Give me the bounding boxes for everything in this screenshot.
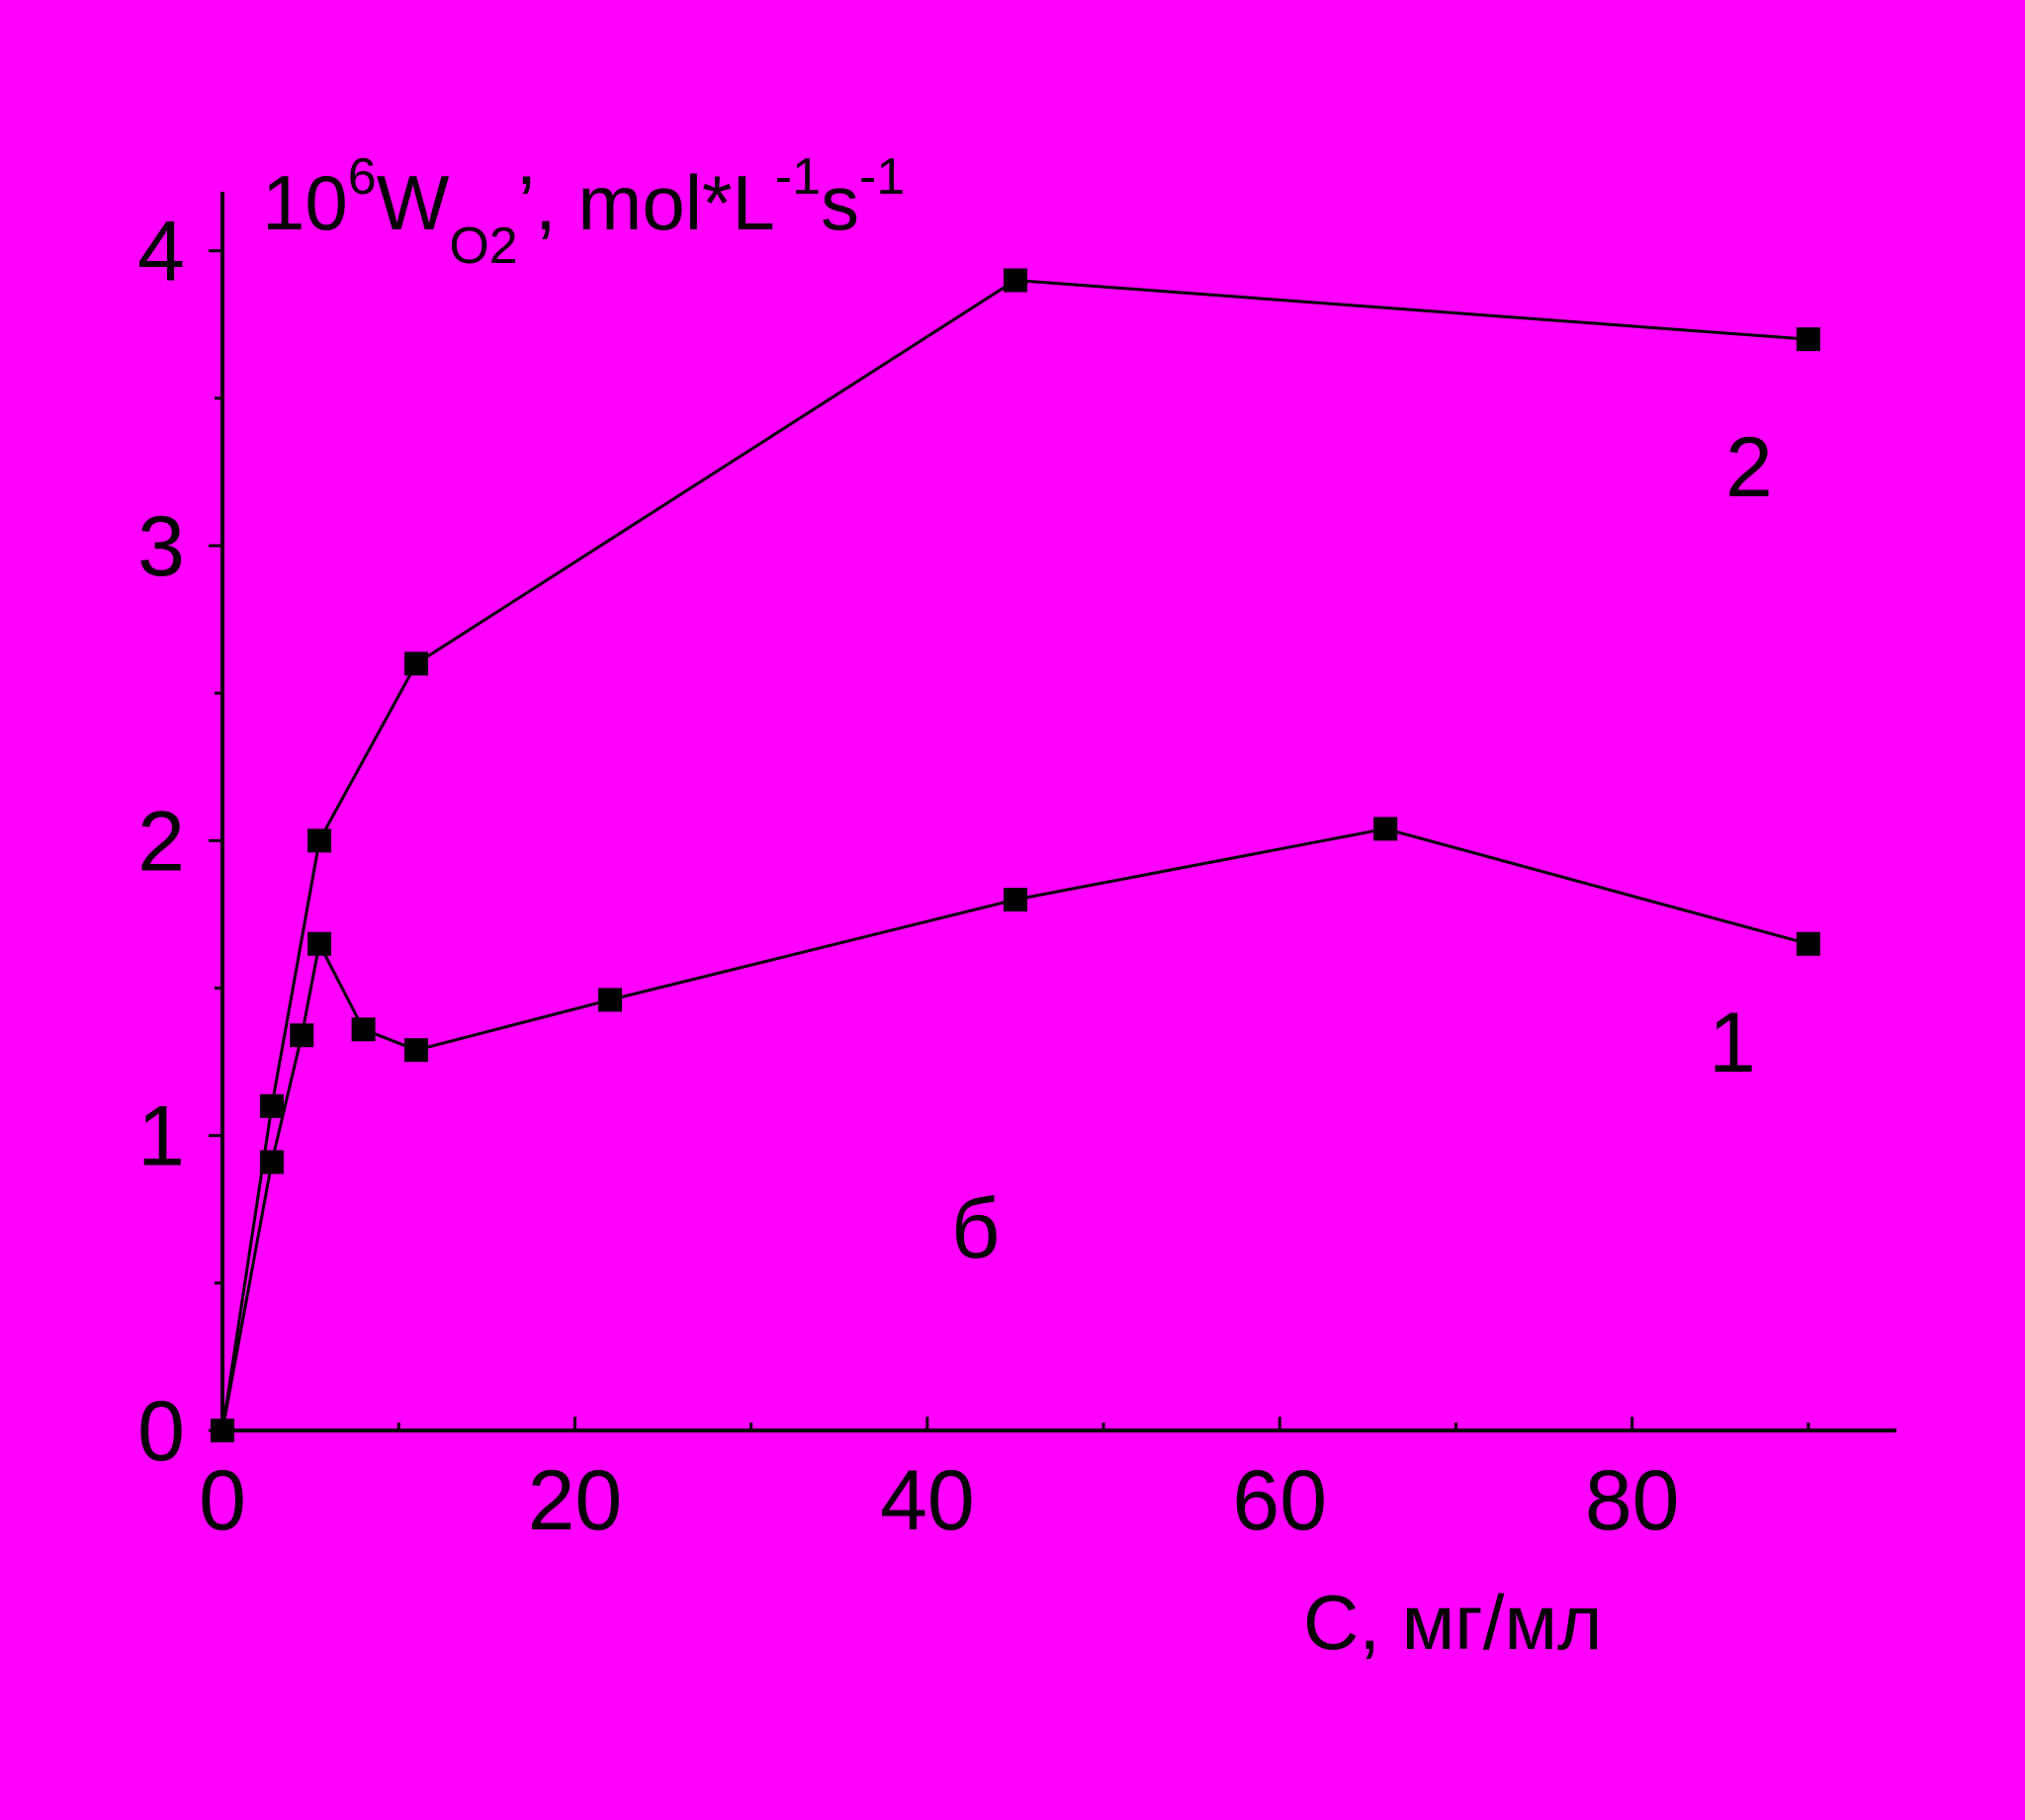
x-tick-label: 0 bbox=[199, 1453, 246, 1548]
series-label-2: 2 bbox=[1725, 420, 1773, 515]
x-tick-label: 20 bbox=[528, 1453, 623, 1548]
series-1-point bbox=[1373, 817, 1398, 841]
y-tick-label: 2 bbox=[137, 794, 185, 889]
series-markers bbox=[211, 268, 1820, 1442]
series-1-point bbox=[259, 1150, 284, 1174]
x-axis-title: C, мг/мл bbox=[1303, 1579, 1603, 1666]
series-1-point bbox=[351, 1017, 376, 1042]
series-2-point bbox=[211, 1419, 234, 1442]
series-1-point bbox=[1003, 888, 1027, 911]
series-1-point bbox=[290, 1023, 314, 1048]
series-2-point bbox=[1003, 268, 1027, 293]
series-2-line bbox=[220, 278, 1809, 1431]
series-label-1: 1 bbox=[1709, 996, 1756, 1090]
x-tick-label: 60 bbox=[1232, 1453, 1327, 1548]
x-tick-label: 40 bbox=[880, 1453, 975, 1548]
series-2-point bbox=[308, 828, 332, 853]
y-axis-title: 106WO2’, mol*L-1s-1 bbox=[262, 148, 905, 275]
ticks: 0 20 40 60 80 0 1 2 3 4 bbox=[137, 205, 1810, 1548]
series-1-point bbox=[404, 1038, 429, 1063]
y-tick-label: 4 bbox=[137, 205, 185, 300]
y-tick-label: 1 bbox=[137, 1089, 185, 1184]
axes bbox=[220, 192, 1896, 1432]
series-lines bbox=[220, 278, 1809, 1431]
series-2-point bbox=[1796, 327, 1820, 352]
x-tick-label: 80 bbox=[1585, 1453, 1680, 1548]
series-2-point bbox=[259, 1093, 284, 1118]
series-1-point bbox=[308, 931, 332, 956]
y-tick-label: 0 bbox=[137, 1384, 185, 1479]
series-1-line bbox=[220, 826, 1809, 1431]
panel-label: б bbox=[951, 1181, 1000, 1276]
series-1-point bbox=[1796, 931, 1820, 956]
series-1-point bbox=[598, 988, 623, 1012]
y-tick-label: 3 bbox=[137, 499, 185, 594]
series-2-point bbox=[404, 651, 429, 676]
